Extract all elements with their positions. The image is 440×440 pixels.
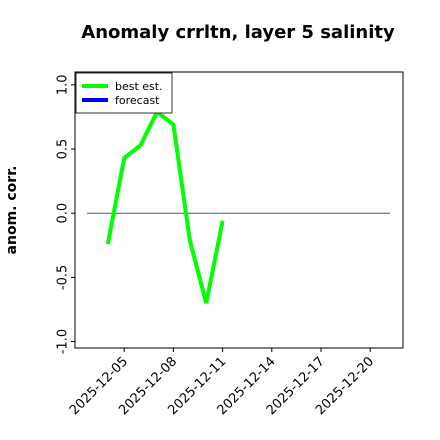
legend-label: best est. <box>115 80 163 93</box>
y-tick-label: 0.5 <box>56 139 71 160</box>
y-axis-label: anom. corr. <box>4 166 20 255</box>
line <box>105 108 225 304</box>
y-tick-label: -1.0 <box>56 329 71 354</box>
y-tick-label: 1.0 <box>56 74 71 95</box>
legend-label: forecast <box>115 94 160 107</box>
y-tick-label: -0.5 <box>56 265 71 290</box>
legend: best est.forecast <box>75 72 173 114</box>
y-tick-label: 0.0 <box>56 203 71 224</box>
legend-box <box>75 72 173 114</box>
plot-frame <box>74 71 404 349</box>
chart-title: Anomaly crrltn, layer 5 salinity <box>81 22 395 43</box>
